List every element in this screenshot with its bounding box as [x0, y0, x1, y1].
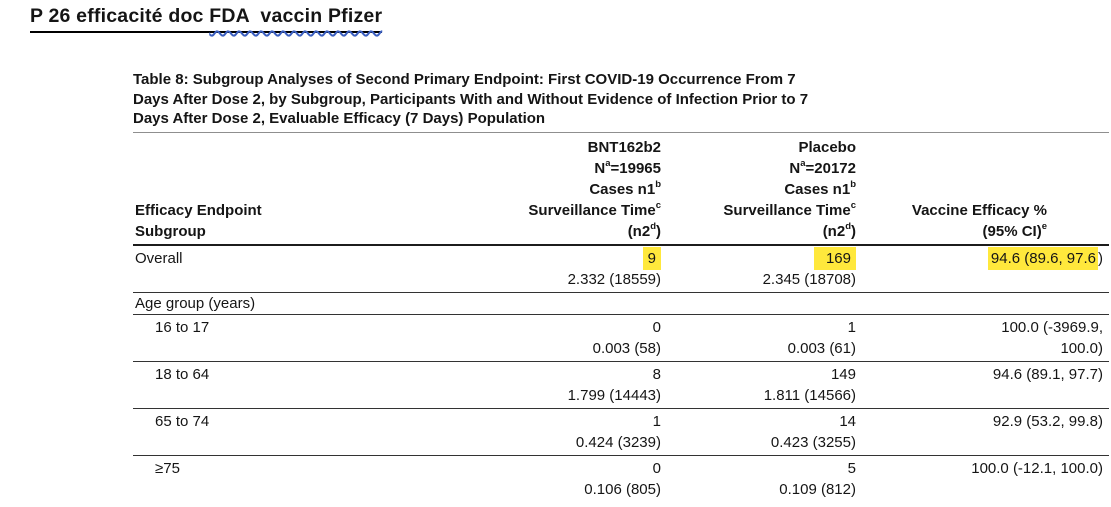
- bnt-surveillance-time: 0.003 (58): [592, 339, 661, 357]
- placebo-surveillance-time: 0.109 (812): [779, 480, 856, 498]
- bnt-surveillance-time: 1.799 (14443): [567, 386, 661, 404]
- vaccine-efficacy: 100.0 (-3969.9,: [1001, 318, 1103, 336]
- table-header-row: Efficacy Endpoint Subgroup BNT162b2 Na=1…: [133, 132, 1109, 245]
- placebo-surveillance-time: 1.811 (14566): [763, 386, 856, 404]
- bnt-cases: 8: [652, 365, 661, 383]
- document-title-spellchecked-text: FDA vaccin Pfizer: [209, 5, 383, 27]
- efficacy-table: Efficacy Endpoint Subgroup BNT162b2 Na=1…: [133, 131, 1109, 502]
- table-caption: Table 8: Subgroup Analyses of Second Pri…: [133, 70, 1109, 129]
- bnt-cases: 0: [652, 459, 661, 477]
- bnt-cases: 1: [652, 412, 661, 430]
- vaccine-efficacy: 94.6 (89.1, 97.7): [992, 365, 1103, 383]
- bnt-surveillance-time: 0.424 (3239): [575, 433, 661, 451]
- vaccine-efficacy: 100.0 (-12.1, 100.0): [971, 459, 1103, 477]
- highlight-placebo-cases: 169: [813, 246, 856, 270]
- table-caption-line-3: Days After Dose 2, Evaluable Efficacy (7…: [133, 110, 546, 127]
- header-placebo: Placebo Na=20172 Cases n1b Surveillance …: [723, 138, 856, 240]
- table-row-overall: Overall 9 2.332 (18559) 169 2.345 (18708…: [133, 245, 1109, 292]
- table-row-16-to-17: 16 to 17 0 0.003 (58) 1 0.003 (61) 100.0…: [133, 314, 1109, 361]
- vaccine-efficacy-wrap: 100.0): [1060, 339, 1103, 357]
- placebo-cases: 1: [847, 318, 856, 336]
- table-row-75-plus: ≥75 0 0.106 (805) 5 0.109 (812) 100.0 (-…: [133, 455, 1109, 502]
- placebo-cases: 5: [847, 459, 856, 477]
- row-label: 65 to 74: [155, 412, 210, 430]
- table-section-age-group: Age group (years): [133, 292, 1109, 314]
- row-label: 16 to 17: [155, 318, 210, 336]
- highlight-vaccine-efficacy: 94.6 (89.6, 97.6: [987, 246, 1098, 270]
- table-8: Table 8: Subgroup Analyses of Second Pri…: [133, 70, 1109, 502]
- header-bnt162b2: BNT162b2 Na=19965 Cases n1b Surveillance…: [528, 138, 661, 240]
- table-caption-line-1: Table 8: Subgroup Analyses of Second Pri…: [133, 71, 796, 88]
- bnt-surveillance-time: 0.106 (805): [584, 480, 661, 498]
- placebo-surveillance-time: 2.345 (18708): [762, 270, 856, 288]
- header-efficacy-endpoint-subgroup: Efficacy Endpoint Subgroup: [135, 201, 262, 240]
- section-label: Age group (years): [135, 294, 256, 312]
- placebo-surveillance-time: 0.423 (3255): [770, 433, 856, 451]
- document-title-text: P 26 efficacité doc: [30, 5, 210, 27]
- table-row-65-to-74: 65 to 74 1 0.424 (3239) 14 0.423 (3255) …: [133, 408, 1109, 455]
- placebo-cases: 149: [830, 365, 856, 383]
- bnt-surveillance-time: 2.332 (18559): [567, 270, 661, 288]
- document-title: P 26 efficacité doc FDA vaccin Pfizer: [30, 5, 383, 33]
- row-label: 18 to 64: [155, 365, 210, 383]
- table-caption-line-2: Days After Dose 2, by Subgroup, Particip…: [133, 90, 809, 108]
- placebo-surveillance-time: 0.003 (61): [787, 339, 856, 357]
- vaccine-efficacy: 92.9 (53.2, 99.8): [992, 412, 1103, 430]
- header-vaccine-efficacy: Vaccine Efficacy % (95% CI)e: [911, 201, 1047, 240]
- row-label: ≥75: [155, 459, 180, 477]
- row-label: Overall: [135, 249, 183, 267]
- placebo-cases: 14: [839, 412, 856, 430]
- table-row-18-to-64: 18 to 64 8 1.799 (14443) 149 1.811 (1456…: [133, 361, 1109, 408]
- bnt-cases: 0: [652, 318, 661, 336]
- highlight-bnt-cases: 9: [642, 246, 661, 270]
